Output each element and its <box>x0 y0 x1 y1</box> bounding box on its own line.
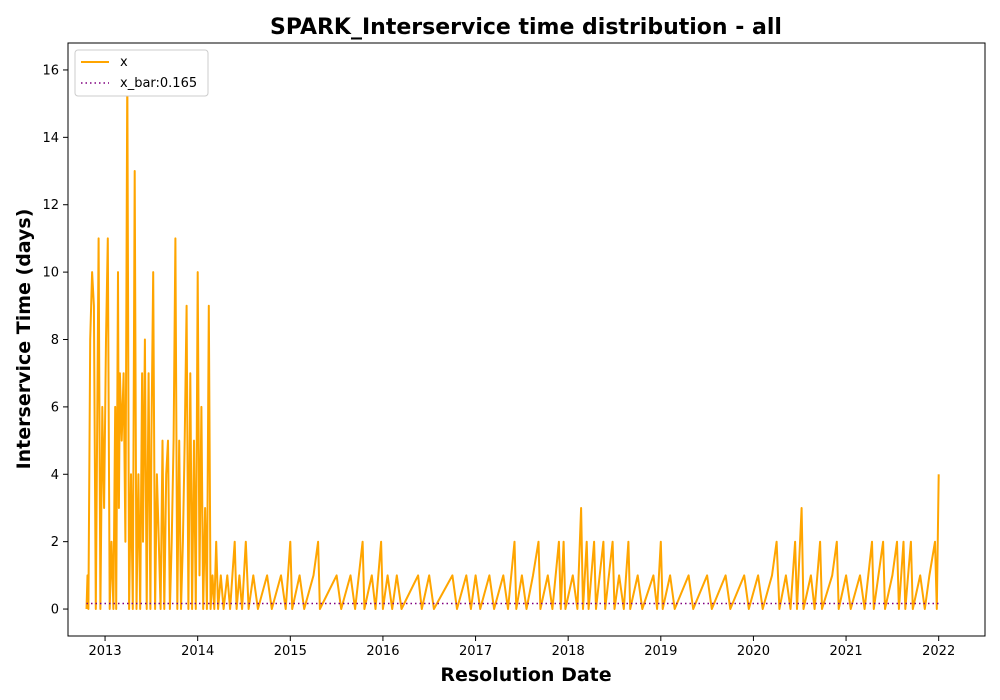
legend: x x_bar:0.165 <box>74 49 209 97</box>
x-tick-label: 2018 <box>552 644 585 659</box>
x-tick-label: 2016 <box>366 644 399 659</box>
x-tick-label: 2022 <box>922 644 955 659</box>
x-tick-label: 2017 <box>459 644 492 659</box>
plot-frame <box>67 42 986 637</box>
chart-title: SPARK_Interservice time distribution - a… <box>270 15 782 40</box>
y-tick-label: 2 <box>51 535 59 550</box>
x-tick-label: 2014 <box>181 644 214 659</box>
y-tick-label: 4 <box>51 468 59 483</box>
y-tick-label: 12 <box>42 198 59 213</box>
legend-label-x: x <box>120 55 128 70</box>
x-tick-label: 2013 <box>89 644 122 659</box>
y-tick-label: 6 <box>51 400 59 415</box>
y-tick-label: 0 <box>51 603 59 618</box>
x-axis-label: Resolution Date <box>440 664 611 686</box>
x-axis-ticks: 2013 2014 2015 2016 2017 2018 2019 2020 2021 2022 <box>89 636 955 659</box>
y-tick-label: 16 <box>42 63 59 78</box>
x-tick-label: 2019 <box>644 644 677 659</box>
x-tick-label: 2021 <box>830 644 863 659</box>
legend-label-x-bar: x_bar:0.165 <box>120 76 197 91</box>
y-tick-label: 8 <box>51 333 59 348</box>
y-axis-ticks: 0 2 4 6 8 10 12 14 16 <box>42 63 68 618</box>
series-layer <box>85 69 940 610</box>
y-tick-label: 14 <box>42 131 59 146</box>
x-tick-label: 2015 <box>274 644 307 659</box>
plot-area: 2013 2014 2015 2016 2017 2018 2019 2020 2021 2022… <box>42 42 986 659</box>
y-axis-label: Interservice Time (days) <box>13 209 35 470</box>
series-line-0 <box>85 69 940 610</box>
x-tick-label: 2020 <box>737 644 770 659</box>
y-tick-label: 10 <box>42 266 59 281</box>
